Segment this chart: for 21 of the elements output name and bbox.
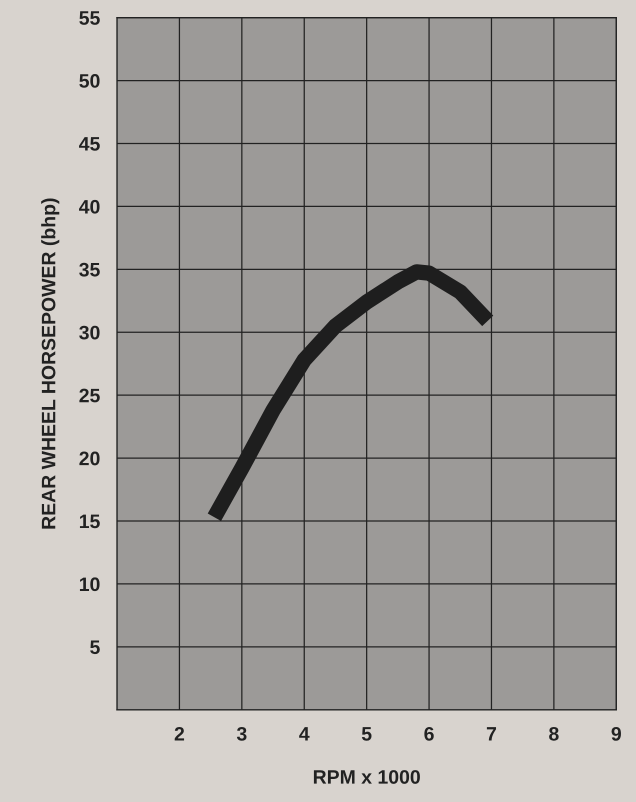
y-tick-label: 50 xyxy=(79,74,100,88)
y-tick-label: 30 xyxy=(79,326,100,340)
x-tick-label: 8 xyxy=(549,726,559,741)
y-tick-label: 15 xyxy=(80,514,100,528)
y-tick-label: 10 xyxy=(80,577,100,592)
x-tick-label: 3 xyxy=(236,726,247,741)
x-tick-label: 4 xyxy=(299,727,310,741)
y-tick-label: 25 xyxy=(79,388,100,402)
x-tick-label: 9 xyxy=(612,726,621,741)
y-tick-label: 5 xyxy=(90,640,100,654)
y-axis-title: REAR WHEEL HORSEPOWER (bhp) xyxy=(41,198,60,529)
y-tick-label: 45 xyxy=(79,137,100,151)
y-tick-label: 55 xyxy=(79,11,100,25)
x-tick-label: 2 xyxy=(174,726,184,741)
y-tick-label: 20 xyxy=(79,452,100,466)
x-axis-title: RPM x 1000 xyxy=(314,770,420,784)
y-tick-label: 35 xyxy=(79,262,100,277)
x-tick-label: 5 xyxy=(362,727,372,741)
x-tick-label: 7 xyxy=(486,727,496,741)
y-tick-label: 40 xyxy=(79,200,100,214)
x-tick-label: 6 xyxy=(424,726,434,741)
